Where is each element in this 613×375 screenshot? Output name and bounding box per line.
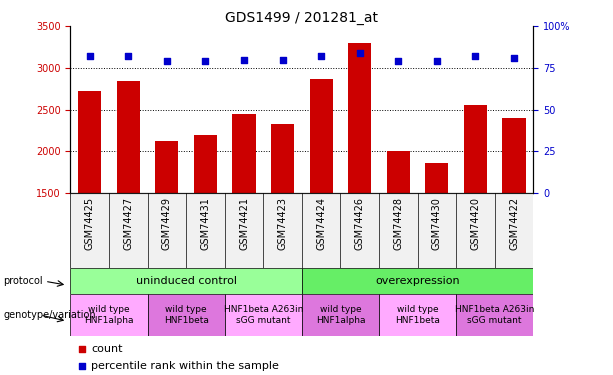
Text: HNF1beta A263in
sGG mutant: HNF1beta A263in sGG mutant (224, 305, 303, 325)
Point (85, 53, 94, 59)
Point (278, 57, 287, 63)
Bar (78, 92, 101, 193)
Text: GSM74424: GSM74424 (316, 197, 326, 250)
Bar (271, 124, 294, 193)
Text: GSM74421: GSM74421 (239, 197, 249, 250)
Text: genotype/variation: genotype/variation (3, 310, 96, 320)
Bar (302, 294, 379, 336)
Bar (155, 141, 178, 193)
Bar (225, 193, 264, 268)
Bar (425, 163, 449, 193)
Text: wild type
HNF1beta: wild type HNF1beta (395, 305, 440, 325)
Bar (348, 43, 371, 193)
Bar (503, 118, 525, 193)
Point (471, 53, 481, 59)
Point (316, 53, 326, 59)
Point (509, 55, 519, 61)
Point (162, 58, 172, 64)
Point (402, 152, 412, 158)
Text: GSM74427: GSM74427 (123, 197, 134, 250)
Bar (186, 193, 225, 268)
Bar (464, 105, 487, 193)
Text: GSM74422: GSM74422 (509, 197, 519, 250)
Point (123, 53, 133, 59)
Bar (417, 193, 456, 268)
Bar (232, 114, 256, 193)
Bar (302, 193, 340, 268)
Text: wild type
HNF1alpha: wild type HNF1alpha (85, 305, 134, 325)
Bar (70, 193, 109, 268)
Text: GSM74431: GSM74431 (200, 197, 210, 250)
Bar (456, 294, 533, 336)
Bar (225, 294, 302, 336)
Bar (116, 81, 140, 193)
Bar (70, 294, 148, 336)
Bar (264, 193, 302, 268)
Bar (387, 152, 410, 193)
Text: protocol: protocol (3, 276, 43, 286)
Bar (109, 193, 148, 268)
Text: GSM74428: GSM74428 (394, 197, 403, 250)
Bar (379, 294, 456, 336)
Text: HNF1beta A263in
sGG mutant: HNF1beta A263in sGG mutant (455, 305, 535, 325)
Text: percentile rank within the sample: percentile rank within the sample (91, 361, 279, 371)
Text: uninduced control: uninduced control (135, 276, 237, 286)
Point (239, 57, 249, 63)
Text: GSM74429: GSM74429 (162, 197, 172, 250)
Text: GSM74423: GSM74423 (278, 197, 287, 250)
Point (402, 305, 412, 311)
Bar (340, 193, 379, 268)
Text: overexpression: overexpression (375, 276, 460, 286)
Text: GSM74420: GSM74420 (470, 197, 481, 250)
Bar (148, 294, 225, 336)
Bar (302, 268, 533, 294)
Bar (70, 268, 302, 294)
Text: wild type
HNF1alpha: wild type HNF1alpha (316, 305, 365, 325)
Point (355, 50, 365, 56)
Text: GSM74430: GSM74430 (432, 197, 442, 250)
Text: wild type
HNF1beta: wild type HNF1beta (164, 305, 208, 325)
Text: count: count (91, 344, 123, 354)
Point (394, 58, 403, 64)
Point (432, 58, 442, 64)
Point (200, 58, 210, 64)
Text: GSM74426: GSM74426 (355, 197, 365, 250)
Bar (148, 193, 186, 268)
Bar (194, 135, 217, 193)
Bar (456, 193, 495, 268)
Text: GSM74425: GSM74425 (85, 197, 95, 250)
Bar (379, 193, 417, 268)
Title: GDS1499 / 201281_at: GDS1499 / 201281_at (226, 11, 378, 25)
Bar (310, 79, 333, 193)
Bar (495, 193, 533, 268)
